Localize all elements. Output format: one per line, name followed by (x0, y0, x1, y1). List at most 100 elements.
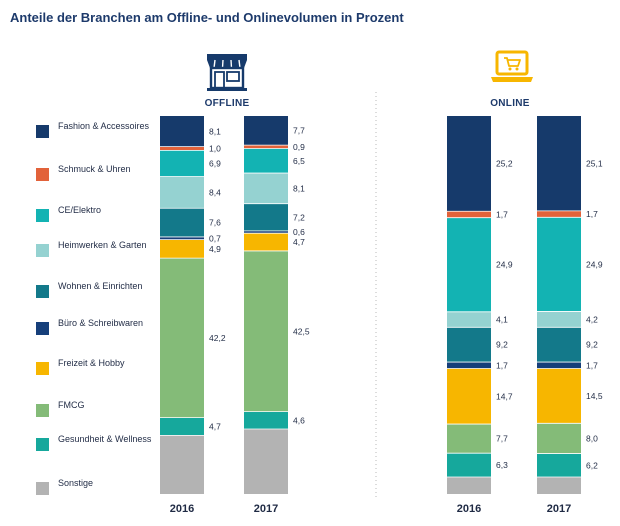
value-label: 1,7 (496, 360, 508, 370)
bar-segment (160, 258, 204, 418)
bar-segment (537, 368, 581, 424)
bar-segment (160, 236, 204, 240)
bar-segment (244, 145, 288, 149)
legend-swatch (36, 285, 49, 298)
bar-segment (447, 453, 491, 477)
bar-segment (447, 476, 491, 494)
value-label: 7,2 (293, 212, 305, 222)
value-label: 6,5 (293, 156, 305, 166)
section-label: OFFLINE (205, 98, 250, 109)
bar-segment (160, 208, 204, 237)
bar-segment (537, 116, 581, 211)
value-label: 9,2 (496, 340, 508, 350)
legend-swatch (36, 482, 49, 495)
value-label: 8,1 (209, 126, 221, 136)
bar-segment (160, 239, 204, 259)
legend-label: Heimwerken & Garten (58, 240, 147, 250)
bar-segment (537, 210, 581, 218)
value-label: 1,7 (586, 360, 598, 370)
legend-swatch (36, 244, 49, 257)
bar-segment (447, 211, 491, 218)
bar-segment (537, 311, 581, 328)
value-label: 4,1 (496, 315, 508, 325)
value-label: 7,7 (293, 126, 305, 136)
chart-title: Anteile der Branchen am Offline- und Onl… (10, 10, 404, 25)
value-label: 8,1 (293, 183, 305, 193)
section-label: ONLINE (490, 98, 530, 109)
legend-item: Fashion & Accessoires (36, 121, 156, 145)
legend-item: Schmuck & Uhren (36, 164, 156, 188)
bar-segment (160, 417, 204, 436)
value-label: 6,3 (496, 460, 508, 470)
value-label: 4,7 (209, 422, 221, 432)
bar-segment (447, 116, 491, 212)
legend-label: Freizeit & Hobby (58, 358, 125, 368)
bar-segment (160, 435, 204, 494)
value-label: 42,2 (209, 333, 226, 343)
value-label: 25,2 (496, 159, 513, 169)
value-label: 7,7 (496, 434, 508, 444)
bar-segment (447, 424, 491, 454)
store-icon (207, 54, 247, 91)
legend-label: Büro & Schreibwaren (58, 318, 144, 328)
value-label: 0,6 (293, 227, 305, 237)
bar-segment (160, 176, 204, 209)
legend-label: Schmuck & Uhren (58, 164, 131, 174)
legend-label: Gesundheit & Wellness (58, 434, 152, 444)
bar-segment (447, 327, 491, 363)
legend-swatch (36, 438, 49, 451)
legend: Fashion & Accessoires Schmuck & Uhren CE/E… (0, 0, 160, 526)
bar-segment (537, 453, 581, 477)
legend-label: CE/Elektro (58, 205, 102, 215)
value-label: 24,9 (586, 259, 603, 269)
bar-segment (537, 476, 581, 494)
value-label: 14,5 (586, 391, 603, 401)
value-label: 4,9 (209, 244, 221, 254)
legend-label: Sonstige (58, 478, 94, 488)
value-label: 1,0 (209, 144, 221, 154)
bar-segment (447, 311, 491, 328)
legend-item: CE/Elektro (36, 205, 156, 229)
legend-swatch (36, 125, 49, 138)
value-label: 0,9 (293, 142, 305, 152)
legend-swatch (36, 168, 49, 181)
bar-segment (537, 423, 581, 454)
bar-segment (537, 217, 581, 312)
value-label: 14,7 (496, 391, 513, 401)
value-label: 0,7 (209, 233, 221, 243)
legend-swatch (36, 209, 49, 222)
legend-swatch (36, 362, 49, 375)
bar-segment (244, 173, 288, 204)
bar-segment (244, 250, 288, 412)
bar-segment (160, 116, 204, 147)
value-label: 4,7 (293, 237, 305, 247)
value-label: 24,9 (496, 260, 513, 270)
legend-item: FMCG (36, 400, 156, 424)
value-label: 8,4 (209, 187, 221, 197)
legend-label: FMCG (58, 400, 85, 410)
legend-item: Gesundheit & Wellness (36, 434, 156, 458)
legend-item: Heimwerken & Garten (36, 240, 156, 264)
legend-swatch (36, 404, 49, 417)
bar-segment (160, 146, 204, 151)
bar-segment (244, 428, 288, 494)
bar-segment (160, 150, 204, 177)
value-label: 42,5 (293, 326, 310, 336)
value-label: 8,0 (586, 433, 598, 443)
legend-item: Wohnen & Einrichten (36, 281, 156, 305)
value-label: 6,9 (209, 158, 221, 168)
bar-segment (447, 362, 491, 369)
legend-item: Büro & Schreibwaren (36, 318, 156, 342)
year-label: 2017 (254, 503, 278, 515)
bar-segment (244, 411, 288, 429)
year-label: 2016 (457, 503, 481, 515)
value-label: 1,7 (586, 209, 598, 219)
bar-segment (244, 148, 288, 174)
year-label: 2016 (170, 503, 194, 515)
bar-segment (447, 368, 491, 425)
legend-label: Wohnen & Einrichten (58, 281, 143, 291)
value-label: 25,1 (586, 158, 603, 168)
bar-segment (447, 217, 491, 312)
legend-item: Freizeit & Hobby (36, 358, 156, 382)
bar-segment (244, 233, 288, 251)
